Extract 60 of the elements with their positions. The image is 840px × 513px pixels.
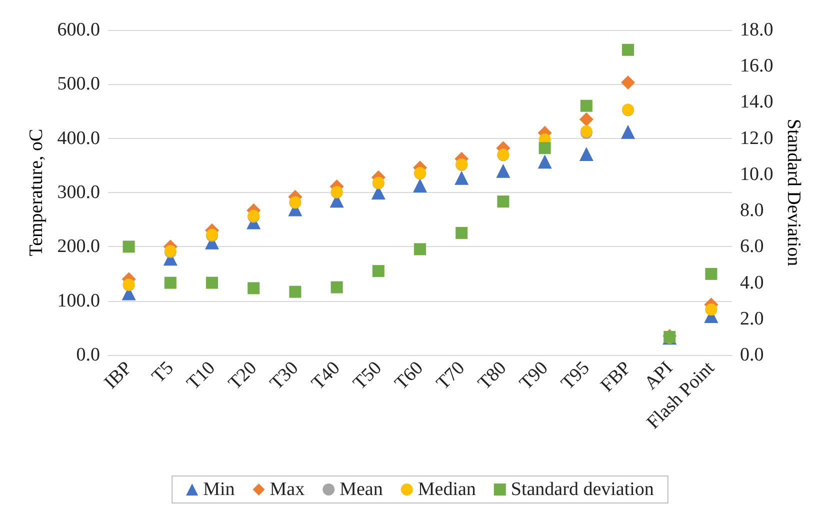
point <box>206 276 218 289</box>
legend-label: Standard deviation <box>510 479 654 500</box>
x-tick-label: T40 <box>308 358 344 394</box>
x-tick-label: T95 <box>557 358 594 394</box>
legend-label: Min <box>203 479 236 500</box>
y2-tick-label: 6.0 <box>740 236 764 258</box>
point <box>580 100 592 112</box>
x-tick-label: T20 <box>224 358 262 394</box>
x-tick-label: T90 <box>516 358 552 394</box>
point <box>414 243 426 256</box>
y-tick-label: 0.0 <box>76 344 100 366</box>
point <box>622 44 634 56</box>
y2-axis-title: Standard Deviation <box>783 118 804 267</box>
y-tick-label: 500.0 <box>57 74 100 95</box>
point <box>621 76 635 90</box>
point <box>538 154 552 169</box>
point <box>164 276 176 289</box>
point <box>454 170 469 185</box>
point <box>579 147 594 162</box>
y-tick-label: 100.0 <box>57 290 100 312</box>
point <box>705 268 718 280</box>
y2-tick-label: 2.0 <box>740 308 764 330</box>
point <box>496 164 510 178</box>
x-tick-label: T70 <box>432 358 470 394</box>
point <box>330 281 343 294</box>
legend-label: Median <box>418 479 476 500</box>
y-tick-label: 300.0 <box>57 182 100 203</box>
point <box>497 196 510 208</box>
x-tick-label: T30 <box>266 358 303 394</box>
legend-label: Mean <box>340 479 384 500</box>
point <box>248 282 260 294</box>
x-tick-label: T60 <box>390 358 428 394</box>
y2-tick-label: 8.0 <box>740 200 764 222</box>
point <box>372 265 384 278</box>
point <box>538 142 551 154</box>
y2-tick-label: 14.0 <box>740 92 774 113</box>
y2-tick-label: 16.0 <box>740 56 774 77</box>
x-tick-label: T5 <box>148 358 178 388</box>
y2-tick-label: 18.0 <box>740 20 774 40</box>
x-tick-label: T80 <box>474 358 511 394</box>
legend-label: Max <box>270 479 306 500</box>
y2-tick-label: 10.0 <box>740 164 774 185</box>
point <box>413 178 427 192</box>
y2-tick-label: 12.0 <box>740 128 774 149</box>
y-axis-title: Temperature, oC <box>26 128 47 256</box>
x-tick-label: T50 <box>349 358 386 394</box>
x-tick-label: T10 <box>182 358 220 394</box>
x-tick-label: IBP <box>100 358 136 394</box>
y2-tick-label: 0.0 <box>740 344 764 366</box>
point <box>122 240 135 253</box>
x-tick-label: API <box>640 358 678 394</box>
point <box>621 124 635 139</box>
point <box>579 112 594 126</box>
point <box>456 226 468 239</box>
x-tick-label: FBP <box>596 358 636 396</box>
y2-tick-label: 4.0 <box>740 272 764 294</box>
y-tick-label: 200.0 <box>57 236 100 258</box>
point <box>289 286 302 298</box>
y-tick-label: 600.0 <box>57 20 100 40</box>
y-tick-label: 400.0 <box>57 128 100 149</box>
